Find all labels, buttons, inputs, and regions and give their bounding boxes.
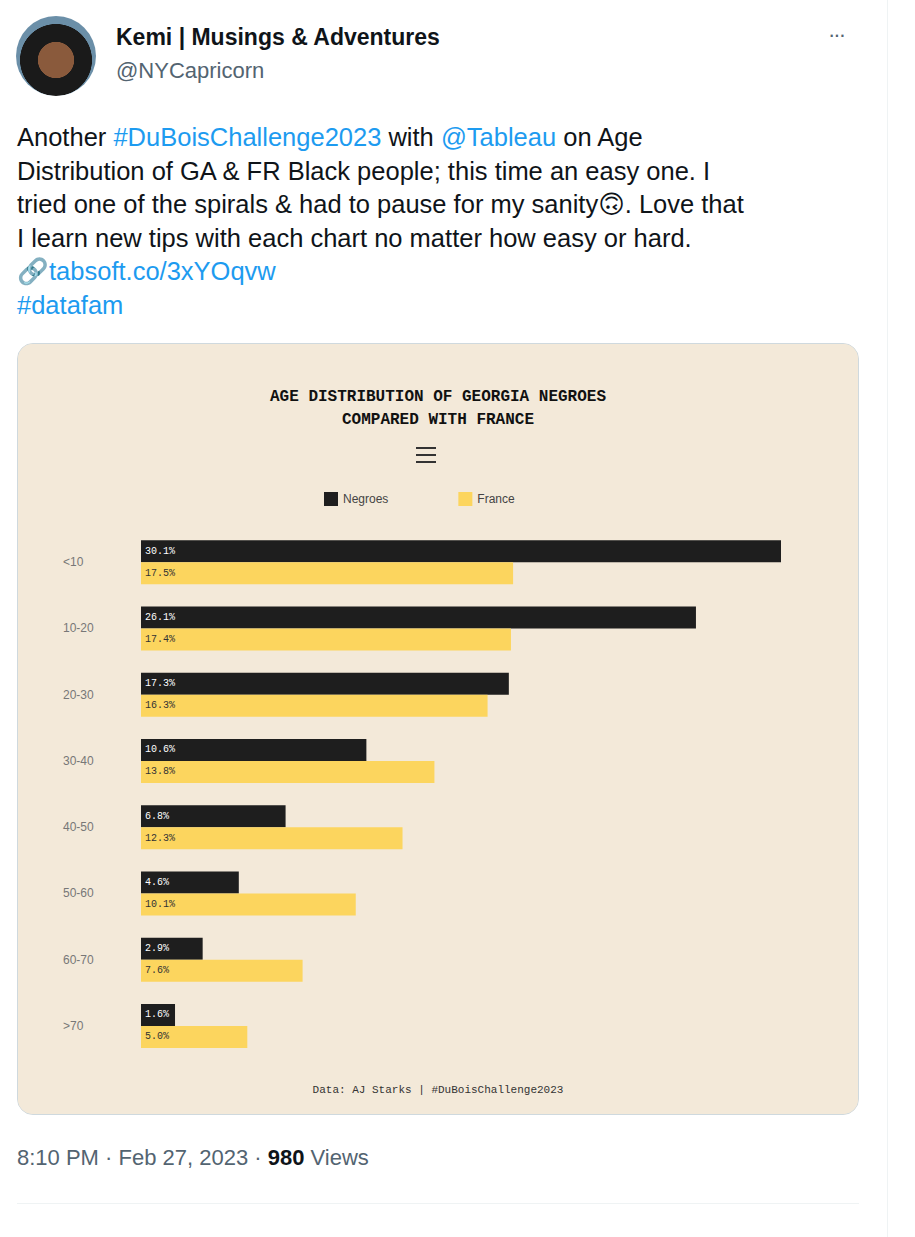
svg-text:AGE DISTRIBUTION OF GEORGIA NE: AGE DISTRIBUTION OF GEORGIA NEGROES bbox=[270, 388, 606, 406]
html-text:tried one of the spirals & had: tried one of the spirals & had to pause … bbox=[17, 190, 744, 219]
svg-text:13.8%: 13.8% bbox=[145, 766, 175, 777]
svg-text:4.6%: 4.6% bbox=[145, 877, 169, 888]
svg-text:12.3%: 12.3% bbox=[145, 833, 175, 844]
svg-text:60-70: 60-70 bbox=[63, 953, 94, 967]
svg-text:20-30: 20-30 bbox=[63, 688, 94, 702]
svg-text:COMPARED WITH FRANCE: COMPARED WITH FRANCE bbox=[342, 411, 534, 429]
svg-text:1.6%: 1.6% bbox=[145, 1009, 169, 1020]
svg-text:40-50: 40-50 bbox=[63, 820, 94, 834]
html-text:I learn new tips with each cha: I learn new tips with each chart no matt… bbox=[17, 223, 692, 252]
html-text:8:10 PM · Feb 27, 2023 · 980 V: 8:10 PM · Feb 27, 2023 · 980 Views bbox=[17, 1145, 369, 1170]
html-text:🔗tabsoft.co/3xYOqvw: 🔗tabsoft.co/3xYOqvw bbox=[17, 257, 276, 286]
svg-text:<10: <10 bbox=[63, 555, 84, 569]
svg-text:6.8%: 6.8% bbox=[145, 811, 169, 822]
svg-text:17.5%: 17.5% bbox=[145, 568, 175, 579]
svg-text:10.6%: 10.6% bbox=[145, 744, 175, 755]
svg-text:16.3%: 16.3% bbox=[145, 700, 175, 711]
html-text:#datafam: #datafam bbox=[17, 291, 124, 319]
svg-text:Data: AJ Starks | #DuBoisChall: Data: AJ Starks | #DuBoisChallenge2023 bbox=[313, 1084, 564, 1096]
svg-text:17.3%: 17.3% bbox=[145, 678, 175, 689]
svg-text:2.9%: 2.9% bbox=[145, 943, 169, 954]
svg-text:10.1%: 10.1% bbox=[145, 899, 175, 910]
svg-text:17.4%: 17.4% bbox=[145, 634, 175, 645]
svg-text:5.0%: 5.0% bbox=[145, 1031, 169, 1042]
svg-text:>70: >70 bbox=[63, 1019, 84, 1033]
svg-text:France: France bbox=[477, 492, 515, 506]
svg-text:7.6%: 7.6% bbox=[145, 965, 169, 976]
svg-text:50-60: 50-60 bbox=[63, 886, 94, 900]
svg-text:30.1%: 30.1% bbox=[145, 546, 175, 557]
svg-text:10-20: 10-20 bbox=[63, 621, 94, 635]
html-text:Distribution of GA & FR Black: Distribution of GA & FR Black people; th… bbox=[17, 156, 711, 185]
svg-text:Negroes: Negroes bbox=[343, 492, 388, 506]
svg-text:26.1%: 26.1% bbox=[145, 612, 175, 623]
html-text:Kemi | Musings & Adventures: Kemi | Musings & Adventures bbox=[116, 24, 440, 50]
html-text:Another #DuBoisChallenge2023 w: Another #DuBoisChallenge2023 with @Table… bbox=[17, 123, 643, 151]
html-text:@NYCapricorn: @NYCapricorn bbox=[116, 58, 265, 83]
svg-text:30-40: 30-40 bbox=[63, 754, 94, 768]
